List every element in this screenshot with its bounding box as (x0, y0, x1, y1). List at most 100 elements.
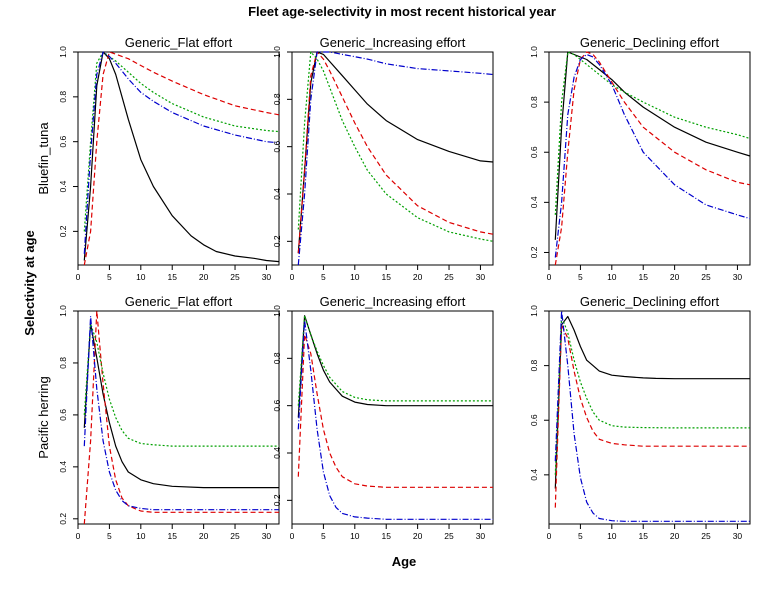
series-line (83, 51, 280, 254)
series-line (83, 323, 279, 447)
plot-frame (77, 310, 280, 525)
y-tick-label: 0.4 (58, 180, 68, 192)
y-tick-label: 0.2 (272, 494, 282, 506)
y-tick-label: 0.4 (529, 469, 539, 481)
panel-title: Generic_Declining effort (580, 294, 720, 309)
x-tick-label: 25 (444, 272, 454, 282)
x-tick-label: 5 (578, 272, 583, 282)
series-line (554, 324, 750, 508)
series-line (297, 51, 494, 242)
x-tick-label: 0 (290, 272, 295, 282)
y-tick-label: 0.6 (529, 414, 539, 426)
series-line (554, 53, 751, 258)
series-line (83, 323, 279, 489)
y-tick-label: 0.4 (272, 188, 282, 200)
panel-title: Generic_Increasing effort (320, 294, 466, 309)
x-tick-label: 5 (107, 272, 112, 282)
y-tick-label: 1.0 (58, 305, 68, 317)
x-tick-label: 10 (607, 531, 617, 541)
series-line (297, 51, 494, 254)
x-tick-label: 15 (167, 531, 177, 541)
x-tick-label: 5 (321, 272, 326, 282)
y-axis-label: Selectivity at age (22, 230, 37, 336)
x-tick-label: 0 (290, 531, 295, 541)
series-line (83, 51, 280, 266)
panel-title: Generic_Flat effort (125, 35, 233, 50)
x-tick-label: 20 (199, 272, 209, 282)
x-tick-label: 10 (350, 272, 360, 282)
x-tick-label: 0 (76, 272, 81, 282)
series-line (83, 51, 280, 263)
chart-panel: Generic_Declining effort 0 5 10 15 20 25 30 0.2 0… (529, 35, 751, 282)
y-tick-label: 0.8 (529, 359, 539, 371)
chart-panel: Generic_Increasing effort 0 5 10 15 20 25 30 0.2… (272, 294, 494, 541)
x-axis-label: Age (392, 554, 417, 569)
x-tick-label: 25 (230, 531, 240, 541)
y-tick-label: 1.0 (529, 46, 539, 58)
y-tick-label: 1.0 (272, 46, 282, 58)
chart-panel: Generic_Flat effort Bluefin_tuna 0 5 10 15 20 2… (36, 35, 280, 282)
x-tick-label: 5 (578, 531, 583, 541)
y-tick-label: 0.8 (272, 352, 282, 364)
row-label: Bluefin_tuna (36, 122, 51, 195)
x-tick-label: 30 (476, 272, 486, 282)
x-tick-label: 15 (638, 272, 648, 282)
x-tick-label: 10 (136, 531, 146, 541)
plot-frame (291, 310, 494, 525)
y-tick-label: 0.6 (58, 136, 68, 148)
y-tick-label: 0.8 (58, 91, 68, 103)
x-tick-label: 5 (321, 531, 326, 541)
series-line (554, 51, 751, 266)
x-tick-label: 30 (262, 272, 272, 282)
x-tick-label: 30 (476, 531, 486, 541)
x-tick-label: 0 (547, 531, 552, 541)
y-tick-label: 0.2 (272, 235, 282, 247)
series-line (83, 51, 280, 232)
series-line (297, 51, 494, 266)
y-tick-label: 0.2 (58, 225, 68, 237)
x-tick-label: 10 (607, 272, 617, 282)
series-line (83, 310, 279, 525)
plot-frame (291, 51, 494, 266)
series-line (554, 315, 750, 489)
x-tick-label: 30 (262, 531, 272, 541)
y-tick-label: 0.2 (58, 513, 68, 525)
y-tick-label: 0.4 (58, 461, 68, 473)
y-tick-label: 1.0 (272, 305, 282, 317)
figure-title: Fleet age-selectivity in most recent his… (248, 4, 556, 19)
x-tick-label: 10 (136, 272, 146, 282)
panel-title: Generic_Declining effort (580, 35, 720, 50)
plot-frame (548, 310, 751, 525)
y-tick-label: 0.6 (529, 146, 539, 158)
series-line (554, 315, 750, 475)
y-tick-label: 0.4 (272, 447, 282, 459)
panel-grid: Generic_Flat effort Bluefin_tuna 0 5 10 15 20 2… (36, 35, 751, 541)
y-tick-label: 0.6 (58, 409, 68, 421)
series-line (83, 315, 279, 511)
x-tick-label: 5 (107, 531, 112, 541)
x-tick-label: 20 (413, 272, 423, 282)
x-tick-label: 15 (167, 272, 177, 282)
y-tick-label: 0.6 (272, 399, 282, 411)
chart-panel: Generic_Declining effort 0 5 10 15 20 25 30 0.4 0… (529, 294, 751, 541)
panel-title: Generic_Flat effort (125, 294, 233, 309)
series-line (297, 315, 493, 406)
x-tick-label: 15 (381, 272, 391, 282)
series-line (297, 334, 493, 488)
series-line (554, 310, 750, 522)
x-tick-label: 30 (733, 531, 743, 541)
y-tick-label: 1.0 (529, 305, 539, 317)
x-tick-label: 25 (701, 272, 711, 282)
series-line (554, 51, 751, 215)
x-tick-label: 20 (413, 531, 423, 541)
series-line (297, 319, 493, 520)
x-tick-label: 25 (701, 531, 711, 541)
y-tick-label: 0.8 (529, 96, 539, 108)
chart-panel: Generic_Flat effort Pacific herring 0 5 10 15… (36, 294, 280, 541)
y-tick-label: 0.8 (272, 93, 282, 105)
y-tick-label: 0.4 (529, 196, 539, 208)
x-tick-label: 15 (638, 531, 648, 541)
series-line (554, 51, 751, 240)
y-tick-label: 1.0 (58, 46, 68, 58)
